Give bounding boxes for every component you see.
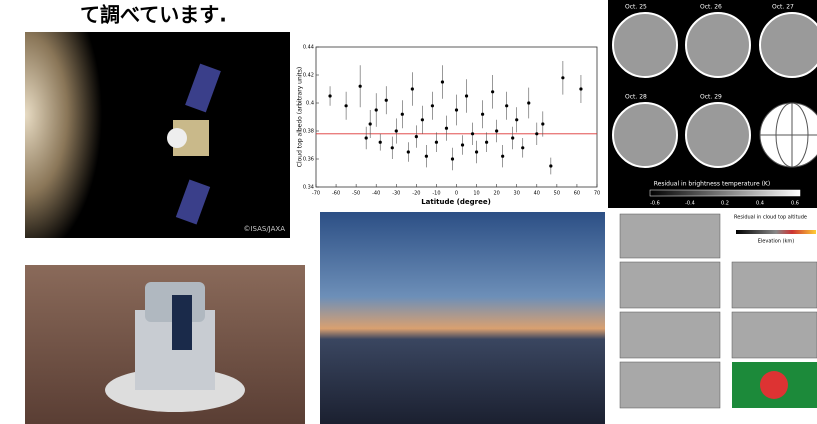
data-point [378,140,382,144]
x-tick-label: 70 [594,191,600,197]
data-point [358,84,362,88]
date-label: Oct. 28 [625,94,647,101]
data-point [444,126,449,130]
date-label: Oct. 29 [700,94,722,101]
y-tick-label: 0.36 [303,157,314,163]
data-point [344,104,348,108]
y-axis-label: Cloud top albedo (arbitrary units) [297,67,304,168]
data-point [495,129,499,133]
data-point [450,157,455,161]
data-point [400,112,404,116]
date-label: Oct. 26 [700,4,722,11]
x-tick-label: -20 [412,191,420,197]
x-tick-label: 0 [455,191,458,197]
data-point [420,118,424,122]
x-tick-label: -30 [392,191,400,197]
x-tick-label: 40 [534,191,540,197]
data-point [474,150,479,154]
data-point [511,136,515,140]
altitude-panel: Residual in cloud top altitude Elevation… [612,212,817,424]
y-tick-label: 0.44 [303,45,314,51]
y-tick-label: 0.42 [303,73,314,79]
colorbar-tick-label: -0.6 [650,201,660,207]
data-point [485,140,489,144]
data-point [368,122,372,126]
y-tick-label: 0.34 [303,185,314,191]
data-point [440,80,445,84]
data-point [460,143,465,147]
y-tick-label: 0.38 [303,129,314,135]
data-point [535,132,539,136]
data-point [406,150,410,154]
date-label: Oct. 27 [772,4,794,11]
image-credit: ©ISAS/JAXA [243,225,285,233]
data-point [328,94,332,98]
x-axis-label: Latitude (degree) [421,198,491,206]
x-tick-label: -40 [372,191,380,197]
data-point [501,154,505,158]
page-title: て調べています. [80,3,227,27]
x-tick-label: 50 [554,191,560,197]
x-tick-label: -70 [312,191,320,197]
colorbar-tick-label: 0.6 [791,201,799,207]
data-point [541,122,545,126]
sunset-photo [320,212,605,424]
data-point [464,94,469,98]
colorbar-tick-label: -0.4 [685,201,695,207]
data-point [414,135,418,139]
x-tick-label: 20 [493,191,499,197]
data-point [480,112,485,116]
data-point [364,136,368,140]
data-point [454,108,459,112]
x-tick-label: -60 [332,191,340,197]
data-point [505,104,509,108]
y-tick-label: 0.4 [306,101,314,107]
data-point [410,87,414,91]
data-point [515,118,519,122]
x-tick-label: 10 [473,191,479,197]
date-label: Oct. 25 [625,4,647,11]
data-point [394,129,398,133]
data-point [470,132,475,136]
data-point [434,140,439,144]
data-point [424,154,428,158]
colorbar-label: Elevation (km) [758,239,795,245]
data-point [549,164,553,168]
data-point [384,98,388,102]
x-tick-label: 60 [574,191,580,197]
venus-panel: Oct. 25 Oct. 26 Oct. 27 Oct. 28 Oct. 29 Resid… [608,0,817,208]
telescope-photo [25,265,305,424]
colorbar-label: Residual in brightness temperature (K) [654,181,770,188]
x-tick-label: 30 [514,191,520,197]
data-point [521,146,525,150]
x-tick-label: -10 [432,191,440,197]
x-tick-label: -50 [352,191,360,197]
data-point [374,108,378,112]
colorbar-tick-label: 0.2 [721,201,729,207]
data-point [491,90,495,94]
data-point [390,146,394,150]
altitude-title: Residual in cloud top altitude [734,215,807,221]
colorbar-tick-label: 0.4 [756,201,764,207]
data-point [527,101,531,105]
data-point [561,76,565,80]
albedo-plot: Latitude (degree) Cloud top albedo (arbi… [297,45,601,207]
spacecraft-image: ©ISAS/JAXA [25,32,290,238]
data-point [579,87,583,91]
data-point [430,104,435,108]
